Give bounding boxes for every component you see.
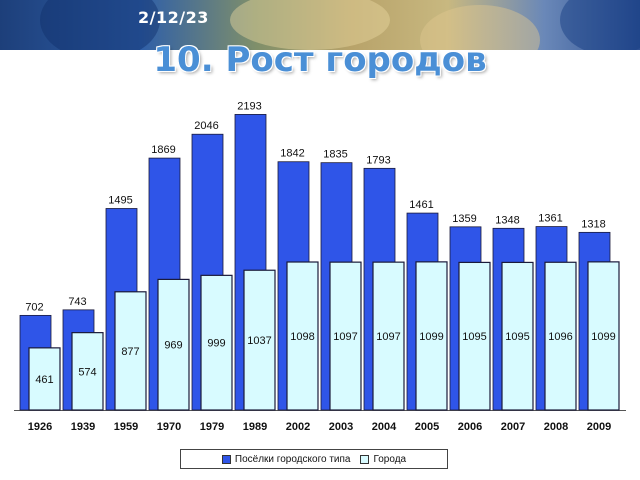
data-label-series-a: 1461 — [409, 199, 433, 211]
data-label-series-b: 1098 — [290, 331, 314, 343]
data-label-series-a: 2046 — [194, 120, 218, 132]
legend-label-series-a: Посёлки городского типа — [234, 453, 351, 465]
legend-item-series-a: Посёлки городского типа — [221, 453, 351, 465]
bar-series-b — [200, 274, 233, 411]
legend-swatch-series-b — [360, 454, 370, 464]
x-tick-label: 1939 — [71, 421, 95, 433]
x-tick-label: 2004 — [372, 421, 397, 433]
x-tick-label: 2009 — [587, 421, 611, 433]
data-label-series-b: 1099 — [419, 331, 443, 343]
data-label-series-a: 1835 — [323, 149, 347, 161]
data-label-series-b: 969 — [164, 340, 182, 352]
x-tick-label: 2005 — [415, 421, 439, 433]
bar-series-b — [157, 278, 190, 411]
bar-series-b — [372, 261, 405, 411]
data-label-series-b: 1097 — [376, 331, 400, 343]
data-label-series-a: 1495 — [108, 195, 132, 207]
slide-banner — [0, 0, 640, 50]
x-tick-label: 2006 — [458, 421, 482, 433]
legend-label-series-b: Города — [373, 453, 407, 465]
legend-swatch-series-a — [221, 454, 231, 464]
legend-item-series-b: Города — [360, 454, 406, 465]
data-label-series-b: 1037 — [247, 335, 271, 347]
bar-series-b — [544, 261, 577, 411]
chart-legend: Посёлки городского типа Города — [180, 449, 448, 469]
bar-series-b — [587, 261, 620, 411]
data-label-series-a: 743 — [68, 296, 86, 308]
bar-chart: 702 461 1926 743 574 1939 1495 877 1959 1869 969 19… — [14, 100, 626, 433]
bar-series-b — [501, 261, 534, 411]
data-label-series-a: 1869 — [151, 144, 175, 156]
x-tick-label: 1970 — [157, 421, 181, 433]
data-label-series-a: 1348 — [495, 214, 519, 226]
x-tick-label: 2007 — [501, 421, 525, 433]
bar-series-b — [286, 261, 319, 411]
data-label-series-a: 2193 — [237, 100, 261, 112]
data-label-series-a: 1361 — [538, 213, 562, 225]
x-tick-label: 1959 — [114, 421, 138, 433]
data-label-series-a: 1842 — [280, 148, 304, 160]
data-label-series-b: 574 — [78, 366, 96, 378]
slide-date: 2/12/23 — [138, 8, 209, 27]
bar-series-b — [114, 291, 147, 411]
x-tick-label: 2008 — [544, 421, 568, 433]
data-label-series-b: 1096 — [548, 331, 572, 343]
bar-series-b — [243, 269, 276, 411]
bar-series-b — [458, 261, 491, 411]
data-label-series-b: 877 — [121, 346, 139, 358]
data-label-series-b: 1095 — [462, 331, 486, 343]
bar-series-b — [329, 261, 362, 411]
data-label-series-a: 1793 — [366, 154, 390, 166]
data-label-series-b: 1095 — [505, 331, 529, 343]
bar-series-b — [415, 261, 448, 411]
x-tick-label: 2003 — [329, 421, 353, 433]
x-tick-label: 1989 — [243, 421, 267, 433]
data-label-series-a: 1318 — [581, 218, 605, 230]
data-label-series-a: 1359 — [452, 213, 476, 225]
x-tick-label: 1926 — [28, 421, 52, 433]
slide-title: 10. Рост городов — [153, 40, 487, 80]
data-label-series-b: 999 — [207, 338, 225, 350]
data-label-series-a: 702 — [25, 301, 43, 313]
bar-series-b — [28, 347, 61, 411]
bar-series-b — [71, 332, 104, 411]
data-label-series-b: 1099 — [591, 331, 615, 343]
x-tick-label: 2002 — [286, 421, 310, 433]
x-tick-label: 1979 — [200, 421, 224, 433]
data-label-series-b: 461 — [35, 374, 53, 386]
data-label-series-b: 1097 — [333, 331, 357, 343]
